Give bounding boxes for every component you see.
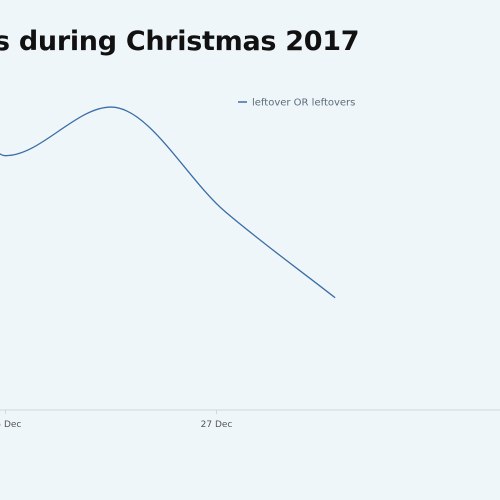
chart-title: s during Christmas 2017 [0, 26, 360, 57]
data-point[interactable] [108, 104, 114, 110]
x-tick-label: 27 Dec [201, 420, 233, 430]
legend: leftover OR leftovers [238, 98, 355, 109]
data-point[interactable] [332, 295, 338, 301]
legend-label[interactable]: leftover OR leftovers [252, 98, 355, 109]
series-line [0, 106, 336, 299]
data-point[interactable] [3, 153, 9, 159]
x-axis-ticks: 25 Dec 27 Dec [0, 410, 232, 430]
x-tick-label: 25 Dec [0, 420, 21, 430]
series-layer [0, 104, 338, 301]
data-point[interactable] [222, 209, 228, 215]
